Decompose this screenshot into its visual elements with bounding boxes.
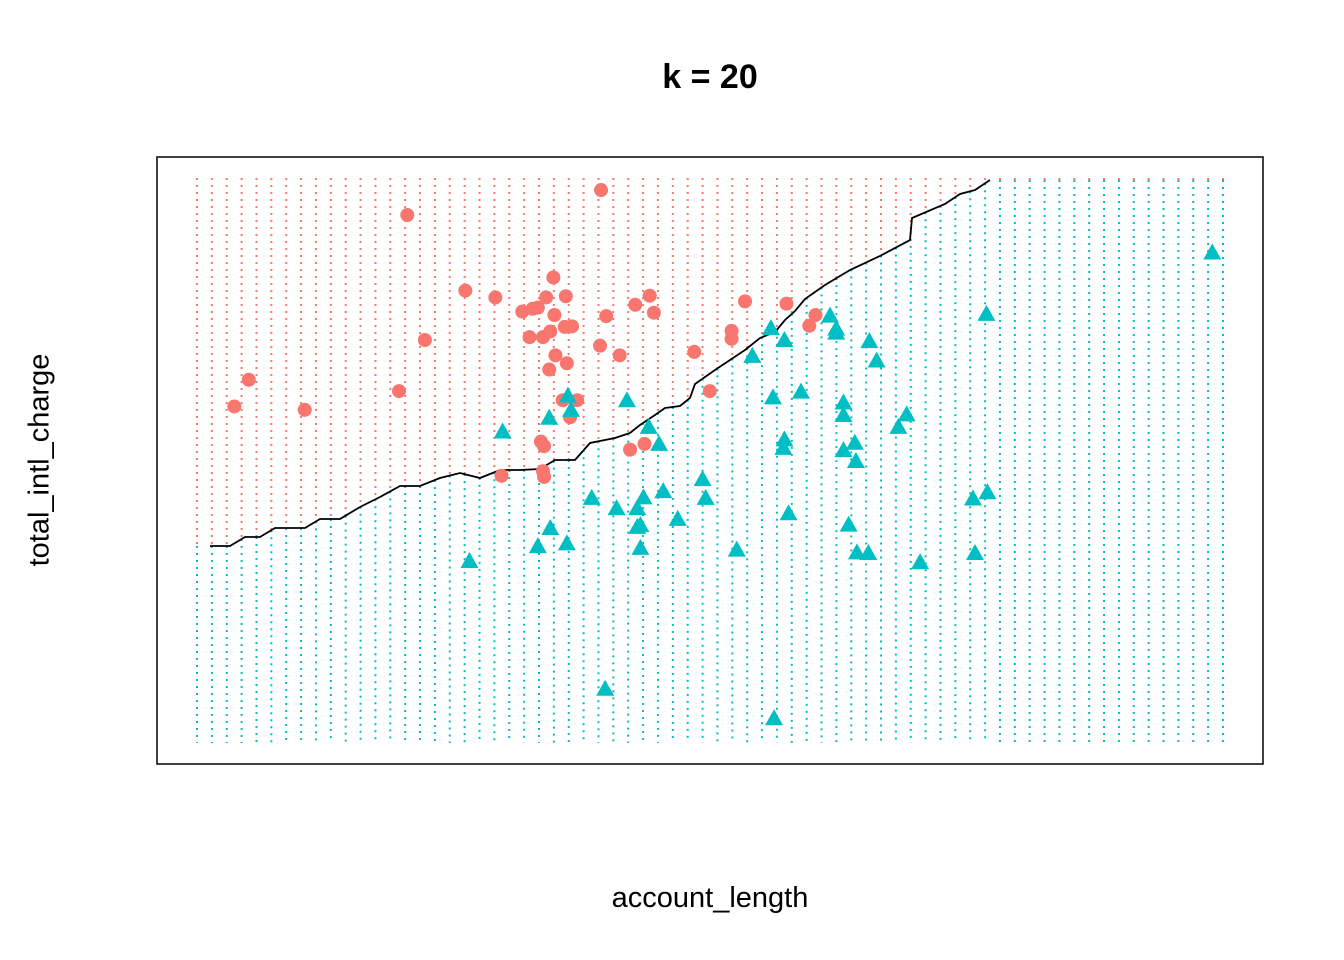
class-b-point [528, 537, 547, 554]
class-b-point [791, 382, 810, 399]
class-b-point [820, 306, 839, 323]
class-b-point [631, 516, 650, 533]
class-a-point [227, 399, 242, 414]
class-a-point [565, 319, 580, 334]
class-b-point [834, 441, 853, 458]
class-b-point [911, 553, 930, 570]
class-b-point [650, 434, 669, 451]
class-a-point [779, 296, 794, 311]
class-b-point [628, 499, 647, 516]
class-b-point [764, 388, 783, 405]
class-b-point [1203, 243, 1222, 260]
class-b-point [639, 417, 658, 434]
class-b-point [977, 304, 996, 321]
class-a-point [400, 208, 415, 223]
class-b-point [693, 470, 712, 487]
class-a-point [628, 297, 643, 312]
class-a-point [570, 393, 585, 408]
class-b-point [779, 504, 798, 521]
class-a-point [687, 344, 702, 359]
chart-title: k = 20 [662, 58, 758, 96]
class-a-point [612, 348, 627, 363]
class-a-point [646, 305, 661, 320]
class-a-point [543, 324, 558, 339]
class-a-point [599, 309, 614, 324]
decision-boundary [210, 179, 991, 547]
class-b-point [617, 391, 636, 408]
class-b-point [727, 540, 746, 557]
class-b-point [867, 351, 886, 368]
class-b-point [889, 417, 908, 434]
class-a-point [559, 356, 574, 371]
class-b-point [634, 488, 653, 505]
data-points [227, 183, 1222, 726]
decision-region-grid [196, 178, 1224, 743]
class-b-point [596, 679, 615, 696]
class-a-point [642, 288, 657, 303]
class-b-point [774, 438, 793, 455]
class-a-point [488, 290, 503, 305]
class-b-point [860, 332, 879, 349]
class-b-point [845, 433, 864, 450]
class-a-point [702, 384, 717, 399]
class-a-point [558, 289, 573, 304]
plot-frame [156, 156, 1264, 765]
class-a-point [546, 270, 561, 285]
class-a-point [738, 294, 753, 309]
class-b-point [966, 543, 985, 560]
class-a-point [539, 290, 554, 305]
class-a-point [537, 469, 552, 484]
class-b-point [631, 538, 650, 555]
class-b-point [963, 489, 982, 506]
class-a-point [637, 436, 652, 451]
class-a-point [537, 439, 552, 454]
class-b-point [847, 543, 866, 560]
class-b-point [582, 488, 601, 505]
class-b-point [978, 483, 997, 500]
class-b-point [696, 488, 715, 505]
class-b-point [897, 405, 916, 422]
class-b-point [493, 422, 512, 439]
class-a-point [623, 442, 638, 457]
class-a-point [392, 384, 407, 399]
class-b-point [561, 400, 580, 417]
class-a-point [530, 300, 545, 315]
class-b-point [558, 386, 577, 403]
class-b-point [775, 330, 794, 347]
class-a-point [241, 372, 256, 387]
class-b-point [834, 393, 853, 410]
class-a-point [802, 318, 817, 333]
class-a-point [594, 183, 609, 198]
class-a-point [724, 331, 739, 346]
class-b-point [541, 519, 560, 535]
class-b-point [743, 346, 762, 363]
class-a-point [458, 283, 473, 298]
class-b-point [834, 405, 853, 422]
class-b-point [859, 543, 878, 560]
class-b-point [540, 408, 559, 425]
class-a-point [548, 348, 563, 363]
class-b-point [557, 534, 576, 551]
x-axis-label: account_length [611, 882, 809, 914]
class-a-point [808, 308, 823, 322]
class-a-point [417, 332, 432, 347]
class-b-point [761, 319, 780, 336]
class-a-point [547, 308, 562, 322]
class-a-point [593, 338, 608, 353]
class-b-point [607, 499, 626, 516]
class-b-point [460, 551, 479, 568]
class-b-point [765, 709, 784, 726]
class-a-point [494, 468, 509, 483]
class-a-point [542, 362, 557, 377]
class-b-point [827, 323, 846, 340]
class-b-point [668, 509, 687, 526]
class-a-point [297, 402, 312, 417]
class-a-point [522, 330, 537, 345]
class-b-point [846, 451, 865, 468]
class-b-point [654, 482, 673, 499]
class-b-point [839, 515, 858, 532]
class-b-point [775, 430, 794, 447]
